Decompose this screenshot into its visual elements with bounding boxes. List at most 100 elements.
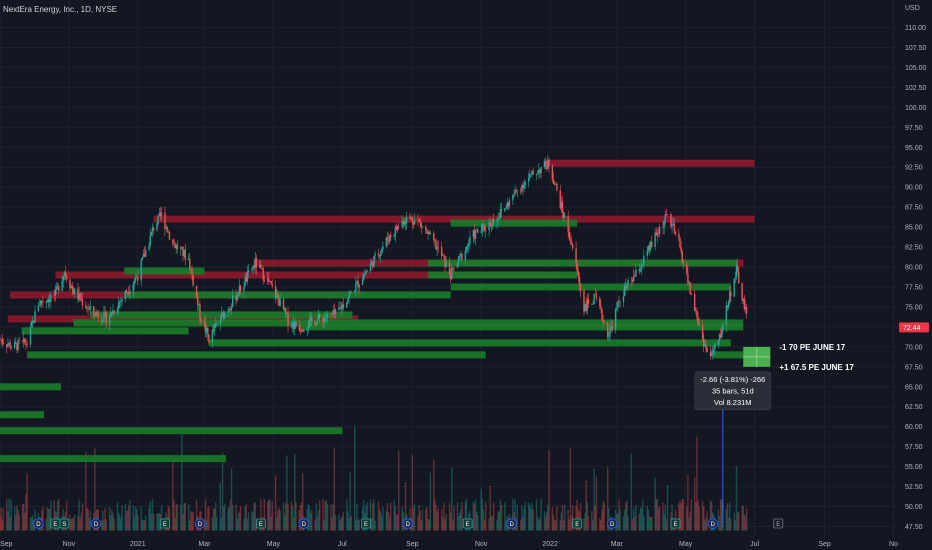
event-marker-dividend[interactable]: D [90,518,102,529]
candle-body[interactable] [298,326,301,331]
candlestick-series[interactable] [0,154,748,360]
candle-body[interactable] [402,220,404,225]
candle-body[interactable] [419,220,421,223]
candle-body[interactable] [94,313,96,316]
candle-body[interactable] [309,316,312,320]
candle-body[interactable] [183,249,185,256]
candle-body[interactable] [349,291,351,295]
candle-body[interactable] [448,261,451,275]
candle-body[interactable] [433,232,435,240]
candle-body[interactable] [333,310,336,315]
candle-body[interactable] [695,310,697,312]
candle-body[interactable] [561,201,564,213]
candle-body[interactable] [71,285,73,289]
demand-zone[interactable] [208,339,731,347]
candle-body[interactable] [418,219,420,221]
candle-body[interactable] [9,342,11,349]
candle-body[interactable] [80,299,83,300]
candle-body[interactable] [465,246,468,251]
candle-body[interactable] [361,279,364,285]
candle-body[interactable] [164,212,166,229]
candle-body[interactable] [607,322,609,337]
candle-body[interactable] [377,253,380,256]
candle-body[interactable] [412,222,415,225]
candle-body[interactable] [449,274,452,280]
candle-body[interactable] [149,235,151,246]
candle-body[interactable] [710,352,713,356]
candle-body[interactable] [221,312,224,314]
candle-body[interactable] [649,241,652,250]
candle-body[interactable] [150,231,153,236]
candle-body[interactable] [468,243,470,247]
candle-body[interactable] [726,305,729,308]
candle-body[interactable] [290,325,293,327]
demand-zone[interactable] [0,411,45,419]
candle-body[interactable] [568,232,570,240]
candle-body[interactable] [457,256,460,264]
candle-body[interactable] [553,184,556,185]
candle-body[interactable] [23,338,25,342]
candle-body[interactable] [369,263,372,271]
candle-body[interactable] [174,244,176,249]
candle-body[interactable] [579,285,582,291]
candle-body[interactable] [587,299,590,304]
candle-body[interactable] [474,230,477,239]
candle-body[interactable] [237,295,240,296]
candle-body[interactable] [295,321,297,327]
candle-body[interactable] [207,328,209,335]
candle-body[interactable] [567,215,569,233]
candle-body[interactable] [342,304,345,308]
candle-body[interactable] [571,244,574,249]
candle-body[interactable] [632,275,635,282]
candle-body[interactable] [145,250,147,257]
candle-body[interactable] [159,213,162,217]
candle-body[interactable] [55,286,58,290]
candle-body[interactable] [696,310,698,318]
candle-body[interactable] [314,321,316,326]
candle-body[interactable] [324,317,327,319]
candle-body[interactable] [646,251,648,256]
event-marker-dividend[interactable]: D [194,518,206,529]
candle-body[interactable] [213,325,216,331]
candle-body[interactable] [679,237,681,247]
candle-body[interactable] [440,246,443,256]
candle-body[interactable] [133,280,136,284]
event-marker-earnings[interactable]: E [361,518,371,529]
candle-body[interactable] [508,200,511,207]
candle-body[interactable] [235,295,237,301]
demand-zone[interactable] [712,351,744,359]
candle-body[interactable] [89,306,92,309]
candle-body[interactable] [514,189,516,195]
candle-body[interactable] [403,221,406,225]
candle-body[interactable] [88,308,90,310]
candle-body[interactable] [630,279,633,281]
candle-body[interactable] [436,246,438,250]
candle-body[interactable] [445,261,447,267]
candle-body[interactable] [135,277,138,278]
candle-body[interactable] [229,308,232,310]
candle-body[interactable] [274,286,277,298]
candle-body[interactable] [143,253,146,257]
candle-body[interactable] [246,271,249,282]
candle-body[interactable] [736,265,739,272]
candle-body[interactable] [13,341,16,348]
candle-body[interactable] [175,244,177,249]
candle-body[interactable] [627,279,629,285]
candle-body[interactable] [489,222,491,225]
candle-body[interactable] [647,245,650,252]
candle-body[interactable] [712,350,714,353]
candle-body[interactable] [461,253,463,260]
candle-body[interactable] [640,265,643,270]
candle-body[interactable] [306,328,308,330]
candle-body[interactable] [529,174,531,178]
demand-zone[interactable] [450,283,731,291]
candle-body[interactable] [460,253,462,256]
event-marker-earnings[interactable]: E [160,518,170,529]
candle-body[interactable] [535,173,538,175]
candle-body[interactable] [93,306,95,314]
candle-body[interactable] [39,300,42,305]
demand-zone[interactable] [428,259,737,267]
candle-body[interactable] [10,347,12,349]
candle-body[interactable] [366,270,368,272]
candle-body[interactable] [303,329,305,332]
